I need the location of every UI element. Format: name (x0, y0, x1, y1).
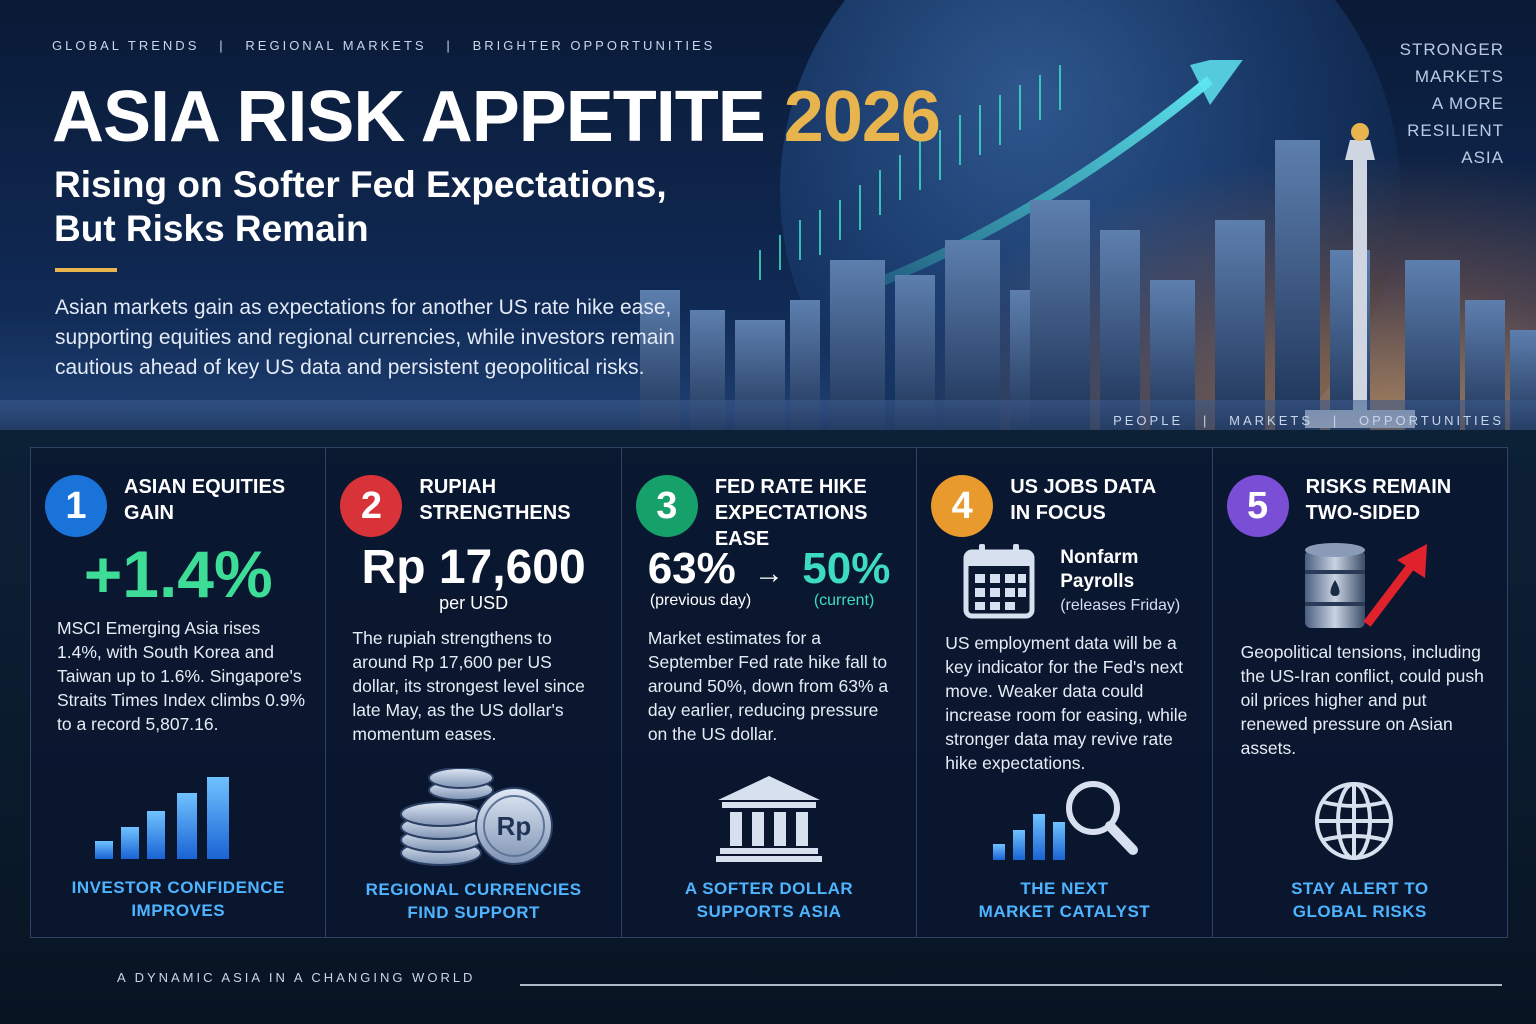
subtitle-line: But Risks Remain (54, 208, 369, 249)
right-tag-line: MARKETS (1414, 67, 1504, 86)
card-title-line: TWO-SIDED (1305, 502, 1421, 524)
card-title-line: STRENGTHENS (419, 502, 571, 524)
bank-icon (715, 776, 822, 862)
card-caption: REGIONAL CURRENCIES FIND SUPPORT (326, 878, 620, 924)
current-probability: 50% (802, 544, 891, 593)
card-title-line: ASIAN EQUITIES (124, 476, 286, 498)
rupiah-rate-value: Rp 17,600 (361, 541, 586, 594)
card-title: ASIAN EQUITIES GAIN (124, 474, 285, 526)
title-main: ASIA RISK APPETITE (52, 77, 766, 157)
caption-line: SUPPORTS ASIA (696, 902, 842, 921)
card-title: RISKS REMAIN TWO-SIDED (1306, 474, 1452, 526)
card-rupiah: 2 RUPIAH STRENGTHENS Rp 17,600 per USD T… (326, 448, 622, 937)
rupiah-rate-unit: per USD (439, 593, 509, 613)
page-subtitle: Rising on Softer Fed Expectations, But R… (54, 163, 774, 251)
right-tag-line: RESILIENT (1407, 121, 1504, 140)
card-title-line: GAIN (124, 502, 174, 524)
subtitle-line: Rising on Softer Fed Expectations, (54, 164, 667, 205)
calendar-icon (963, 544, 1035, 619)
event-name-line: Nonfarm (1060, 547, 1139, 568)
card-title-line: IN FOCUS (1010, 502, 1106, 524)
card-asian-equities: 1 ASIAN EQUITIES GAIN +1.4% MSCI Emergin… (31, 448, 327, 937)
secondary-tagline: PEOPLE | MARKETS | OPPORTUNITIES (1113, 413, 1504, 428)
caption-line: IMPROVES (131, 901, 226, 920)
candlestick-trend (759, 65, 1061, 280)
card-caption: THE NEXT MARKET CATALYST (917, 877, 1211, 923)
event-note: (releases Friday) (1060, 597, 1181, 614)
event-name-line: Payrolls (1060, 571, 1135, 592)
caption-line: THE NEXT (1020, 879, 1109, 898)
card-number-badge: 2 (340, 475, 403, 537)
card-title-line: RISKS REMAIN (1305, 476, 1452, 498)
intro-paragraph: Asian markets gain as expectations for a… (55, 296, 675, 379)
card-title-line: RUPIAH (419, 476, 497, 498)
bar-chart-icon (95, 777, 229, 859)
card-title: FED RATE HIKE EXPECTATIONS EASE (715, 474, 916, 552)
page-title: ASIA RISK APPETITE 2026 (52, 76, 941, 158)
card-fed-rate: 3 FED RATE HIKE EXPECTATIONS EASE 63% → … (622, 448, 918, 937)
probability-change: 63% → 50% (622, 544, 916, 594)
card-number-badge: 3 (635, 475, 698, 537)
card-body: Geopolitical tensions, including the US-… (1240, 642, 1484, 758)
card-body: The rupiah strengthens to around Rp 17,6… (352, 628, 585, 744)
right-tag-line: ASIA (1461, 148, 1504, 167)
oil-barrel-icon (1304, 543, 1427, 628)
magnifier-chart-icon (993, 781, 1139, 860)
globe-icon (1314, 782, 1393, 860)
card-title: US JOBS DATA IN FOCUS (1010, 474, 1156, 526)
card-us-jobs: 4 US JOBS DATA IN FOCUS Nonfarm Payrolls… (917, 448, 1213, 937)
card-risks: 5 RISKS REMAIN TWO-SIDED Geopolitical te… (1213, 448, 1507, 937)
card-number-badge: 4 (931, 475, 994, 537)
card-body: MSCI Emerging Asia rises 1.4%, with Sout… (57, 618, 305, 734)
caption-line: A SOFTER DOLLAR (684, 879, 854, 898)
arrow-right-icon: → (754, 557, 785, 590)
card-caption: A SOFTER DOLLAR SUPPORTS ASIA (622, 877, 916, 923)
caption-line: STAY ALERT TO (1291, 879, 1429, 898)
equity-gain-value: +1.4% (83, 537, 273, 611)
caption-line: INVESTOR CONFIDENCE (71, 878, 285, 897)
card-body: US employment data will be a key indicat… (945, 633, 1188, 773)
caption-line: REGIONAL CURRENCIES (365, 880, 582, 899)
caption-line: FIND SUPPORT (407, 903, 540, 922)
card-title-line: US JOBS DATA (1010, 476, 1157, 498)
card-title-line: EXPECTATIONS EASE (714, 502, 868, 550)
card-title-line: FED RATE HIKE (714, 476, 867, 498)
right-tag-line: STRONGER (1399, 40, 1504, 59)
card-body: Market estimates for a September Fed rat… (647, 628, 889, 744)
top-tagline: GLOBAL TRENDS | REGIONAL MARKETS | BRIGH… (52, 38, 716, 53)
card-number-badge: 1 (45, 475, 107, 537)
caption-line: MARKET CATALYST (978, 902, 1151, 921)
right-tag-line: A MORE (1431, 94, 1504, 113)
title-year: 2026 (783, 77, 941, 157)
coin-label: Rp (497, 811, 532, 841)
card-title: RUPIAH STRENGTHENS (419, 474, 570, 526)
previous-probability: 63% (647, 544, 736, 593)
card-caption: STAY ALERT TO GLOBAL RISKS (1213, 877, 1507, 923)
previous-probability-label: (previous day) (649, 592, 752, 609)
footer-divider (520, 984, 1502, 986)
key-points-panel: 1 ASIAN EQUITIES GAIN +1.4% MSCI Emergin… (30, 447, 1508, 938)
caption-line: GLOBAL RISKS (1292, 902, 1427, 921)
footer-tagline: A DYNAMIC ASIA IN A CHANGING WORLD (117, 970, 476, 985)
accent-divider (55, 268, 117, 272)
card-caption: INVESTOR CONFIDENCE IMPROVES (31, 876, 325, 922)
coins-icon: Rp (400, 768, 554, 866)
event-name: Nonfarm Payrolls (1060, 546, 1138, 594)
current-probability-label: (current) (813, 592, 875, 609)
card-number-badge: 5 (1226, 475, 1289, 537)
right-tagline: STRONGER MARKETS A MORE RESILIENT ASIA (1400, 36, 1504, 171)
monas-monument (1305, 123, 1415, 428)
